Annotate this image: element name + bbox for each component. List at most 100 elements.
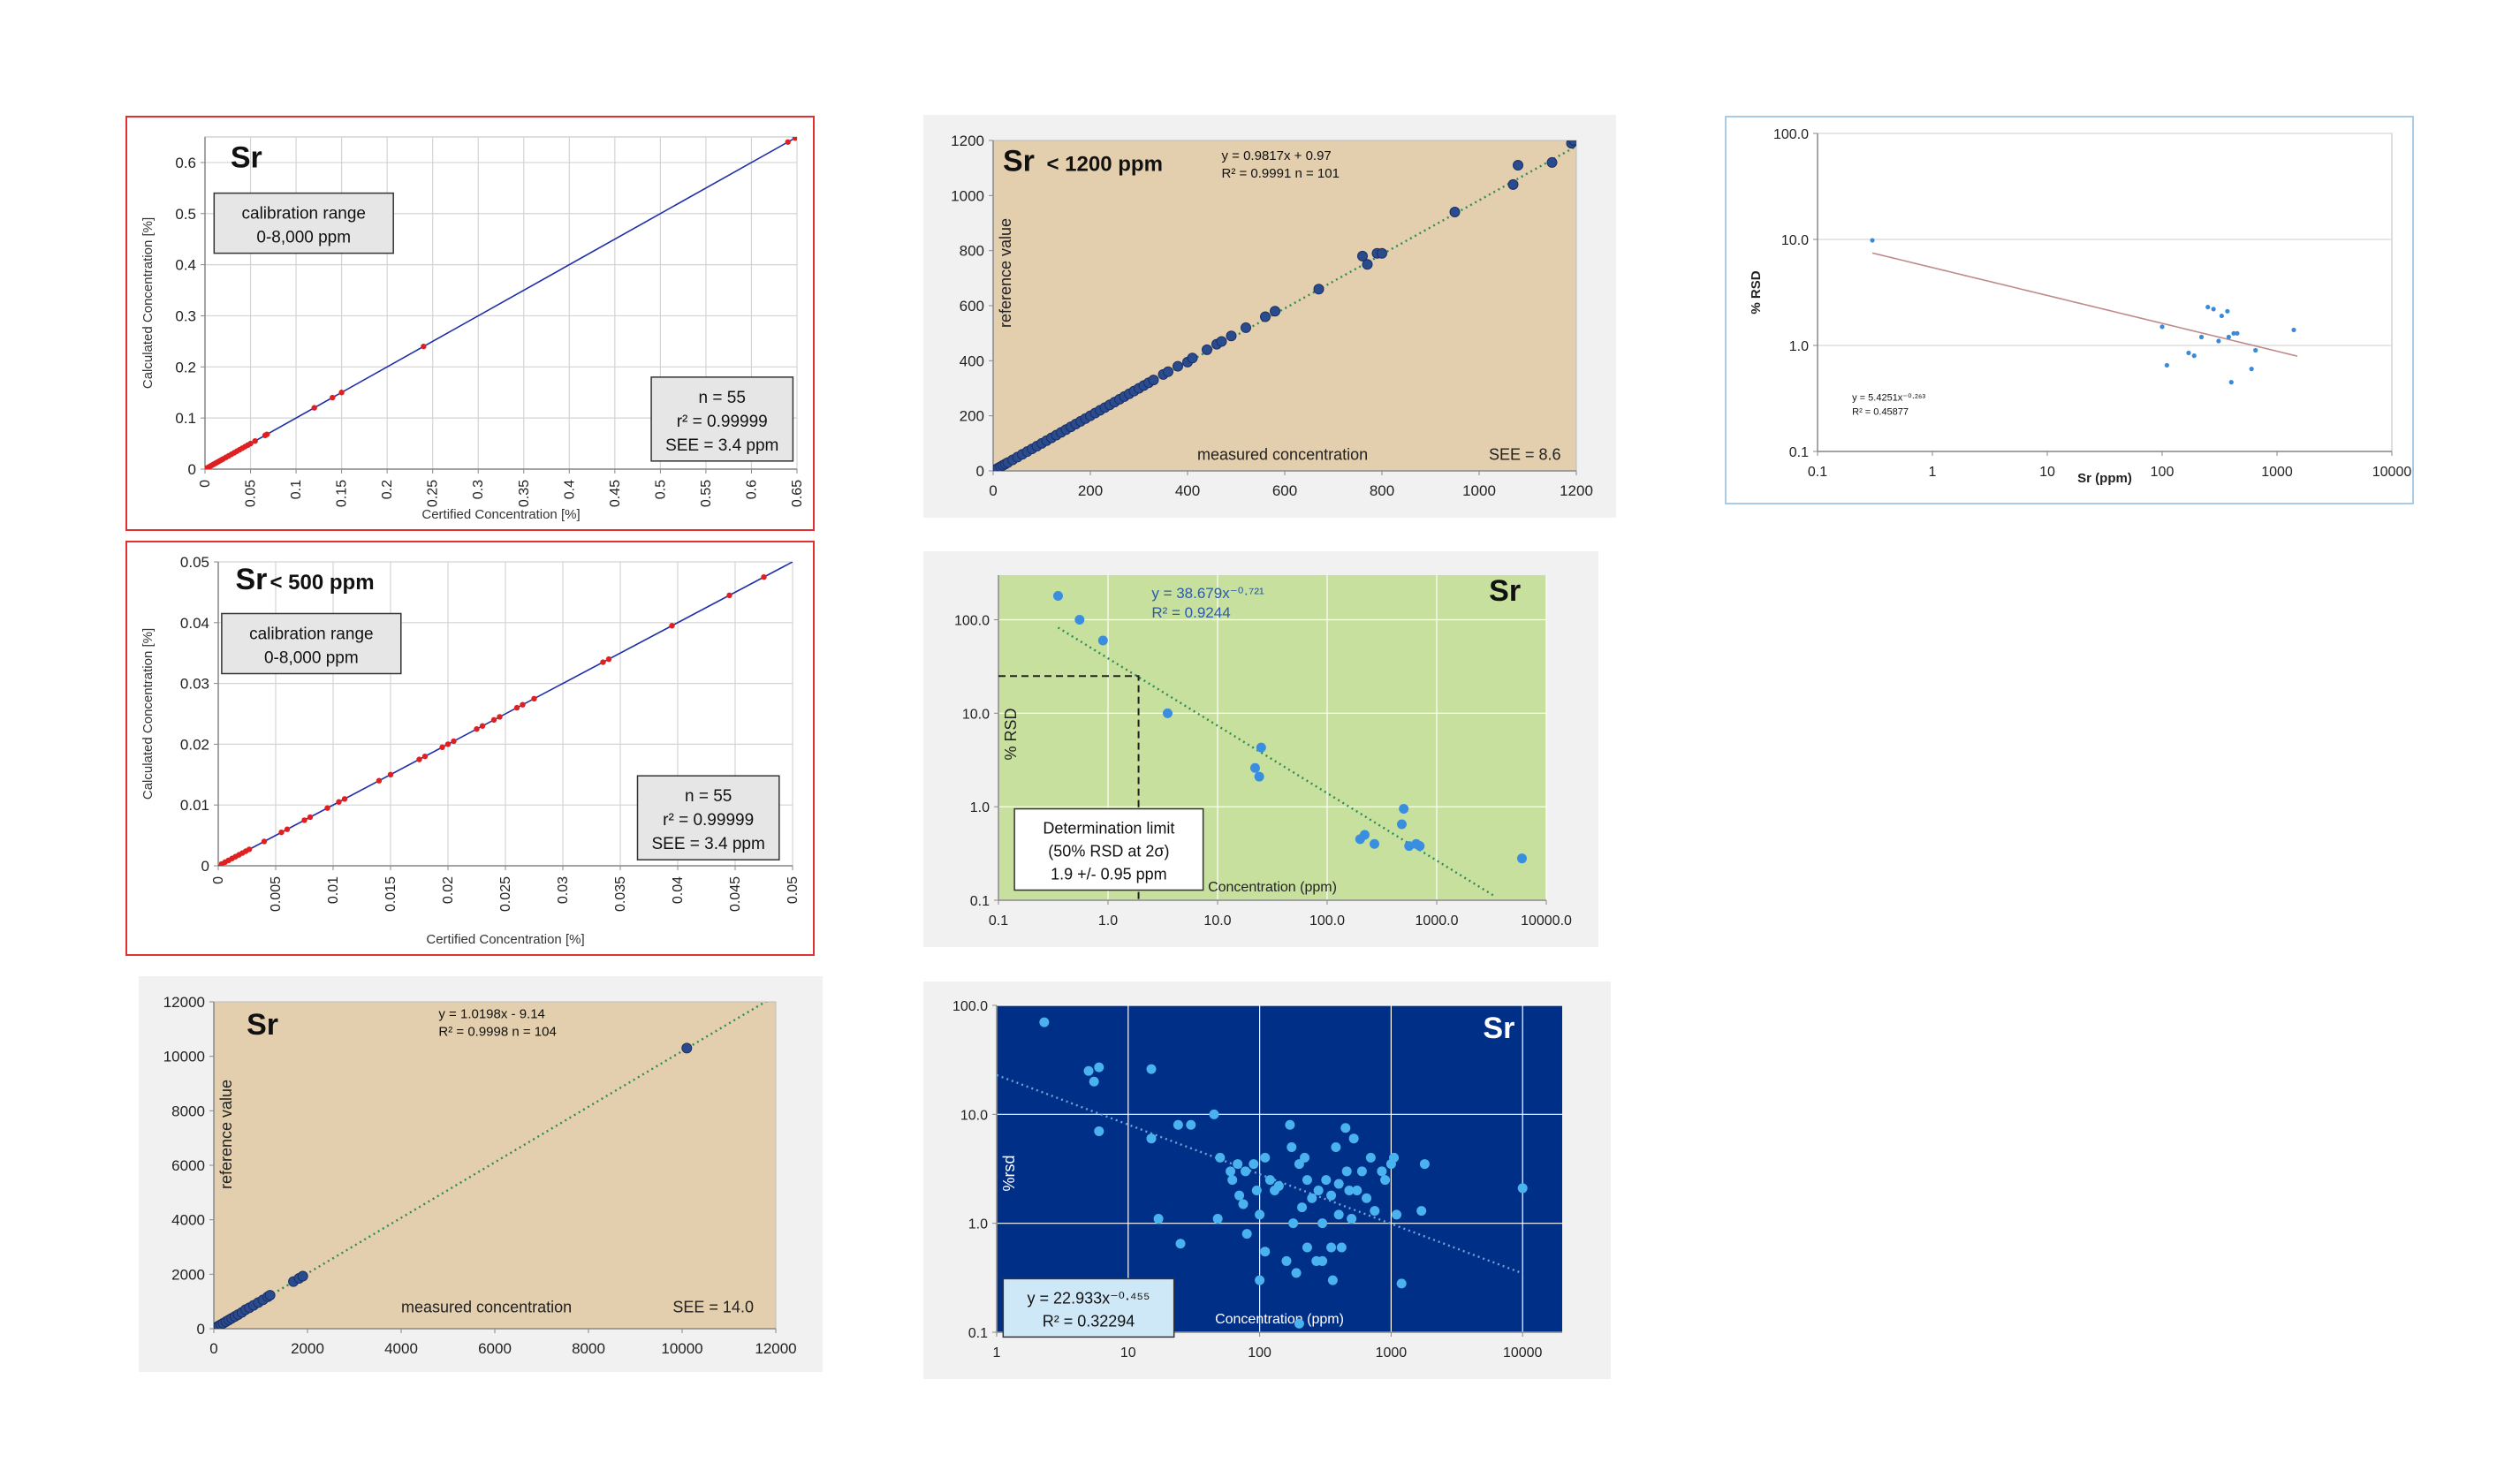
y-tick-label: 12000 bbox=[163, 994, 205, 1011]
x-tick-label: 8000 bbox=[572, 1340, 605, 1357]
annotation-text: 0-8,000 ppm bbox=[264, 648, 359, 667]
annotation-box bbox=[636, 775, 780, 860]
data-point bbox=[1365, 1152, 1376, 1163]
data-point bbox=[1148, 375, 1159, 386]
data-point bbox=[1333, 1209, 1344, 1220]
x-tick-label: 0.005 bbox=[269, 876, 284, 912]
data-point bbox=[1260, 1247, 1271, 1257]
data-point bbox=[1507, 178, 1519, 190]
x-tick-label: 400 bbox=[1175, 482, 1200, 499]
annotation-box bbox=[213, 192, 394, 254]
plot-area bbox=[997, 1005, 1562, 1332]
data-point bbox=[341, 796, 348, 802]
data-point bbox=[1313, 1186, 1324, 1196]
annotation-text: 1.9 +/- 0.95 ppm bbox=[1051, 866, 1167, 883]
regression-equation: y = 1.0198x - 9.14 bbox=[438, 1007, 545, 1022]
data-point bbox=[1300, 1152, 1310, 1163]
y-tick-label: 0.02 bbox=[180, 736, 209, 753]
data-point bbox=[1173, 360, 1183, 372]
regression-equation: y = 5.4251x⁻⁰·²⁶³ bbox=[1852, 393, 1925, 404]
data-point bbox=[1254, 771, 1264, 782]
data-point bbox=[297, 1270, 308, 1282]
y-axis-label: %rsd bbox=[1000, 1155, 1018, 1191]
regression-equation: R² = 0.9244 bbox=[1151, 604, 1230, 621]
annotation-text: R² = 0.32294 bbox=[1043, 1312, 1135, 1330]
x-tick-label: 0.045 bbox=[728, 876, 743, 912]
data-point bbox=[338, 390, 345, 396]
data-point bbox=[261, 838, 268, 845]
trendline bbox=[1057, 626, 1494, 897]
data-point bbox=[2164, 362, 2169, 368]
data-point bbox=[451, 738, 457, 745]
data-point bbox=[520, 701, 526, 708]
x-tick-label: 4000 bbox=[384, 1340, 418, 1357]
data-point bbox=[1094, 1062, 1104, 1073]
x-tick-label: 1000.0 bbox=[1416, 913, 1459, 929]
regression-equation: R² = 0.9998 n = 104 bbox=[438, 1025, 556, 1040]
y-tick-label: 0.5 bbox=[175, 206, 196, 223]
data-point bbox=[324, 805, 330, 811]
chart-panel-sr-rsd-green: 0.1 1.0 10.0 100.0 1000.0 10000.0 0.1 1.0 10.0 10… bbox=[922, 550, 1599, 948]
chart-title-sr: Sr bbox=[231, 141, 262, 175]
y-tick-label: 0.03 bbox=[180, 676, 209, 693]
regression-equation: y = 0.9817x + 0.97 bbox=[1222, 148, 1332, 163]
data-point bbox=[1359, 830, 1370, 840]
data-point bbox=[1249, 1159, 1259, 1170]
data-point bbox=[1399, 804, 1409, 815]
data-point bbox=[1256, 742, 1266, 753]
data-point bbox=[479, 723, 486, 729]
chart-title-sr: Sr bbox=[1483, 1012, 1514, 1045]
data-point bbox=[605, 656, 612, 663]
data-point bbox=[513, 704, 520, 711]
data-point bbox=[1241, 1166, 1251, 1177]
data-point bbox=[1377, 1166, 1387, 1177]
chart-svg-sr-rsd-blue: 1 10 100 1000 10000 0.1 1.0 10.0 100.0 %rsd Concen… bbox=[923, 982, 1611, 1379]
data-point bbox=[1517, 1183, 1528, 1194]
data-point bbox=[444, 741, 452, 747]
x-tick-label: 1000 bbox=[1462, 482, 1496, 499]
trendline bbox=[1871, 252, 2298, 357]
data-point bbox=[1344, 1186, 1355, 1196]
data-point bbox=[1327, 1275, 1338, 1285]
data-point bbox=[247, 440, 254, 447]
y-tick-label: 1.0 bbox=[970, 800, 990, 815]
data-layer bbox=[218, 562, 793, 866]
data-layer bbox=[214, 1002, 768, 1329]
y-axis-label: Calculated Concentration [%] bbox=[140, 217, 156, 389]
x-tick-label: 0.45 bbox=[608, 480, 623, 507]
data-point bbox=[1321, 1175, 1332, 1186]
chart-panel-sr-rsd-blue: 1 10 100 1000 10000 0.1 1.0 10.0 100.0 %rsd Concen… bbox=[922, 981, 1612, 1380]
x-tick-label: 0.5 bbox=[653, 480, 668, 499]
data-point bbox=[301, 817, 307, 823]
y-tick-label: 10.0 bbox=[960, 1108, 988, 1123]
data-point bbox=[307, 814, 314, 821]
x-tick-label: 1000 bbox=[2261, 465, 2293, 480]
data-point bbox=[1094, 1126, 1104, 1136]
data-point bbox=[1317, 1255, 1328, 1266]
data-point bbox=[416, 756, 422, 762]
data-point bbox=[1212, 1214, 1223, 1224]
data-point bbox=[1097, 635, 1108, 646]
x-tick-label: 10000 bbox=[661, 1340, 702, 1357]
annotation-text: calibration range bbox=[242, 205, 366, 224]
x-tick-label: 10000.0 bbox=[1521, 913, 1572, 929]
data-point bbox=[421, 753, 429, 760]
data-point bbox=[1146, 1064, 1157, 1074]
data-point bbox=[284, 826, 291, 832]
x-tick-label: 10000 bbox=[2372, 465, 2412, 480]
x-tick-label: 1 bbox=[1929, 465, 1937, 480]
x-tick-label: 0.03 bbox=[556, 876, 571, 904]
data-point bbox=[1226, 1166, 1236, 1177]
data-point bbox=[531, 695, 537, 701]
y-tick-label: 0.1 bbox=[175, 410, 196, 427]
data-point bbox=[1416, 1206, 1427, 1217]
data-point bbox=[792, 137, 797, 141]
x-tick-label: 0.01 bbox=[326, 876, 341, 904]
y-tick-label: 0.6 bbox=[175, 155, 196, 171]
data-point bbox=[1870, 238, 1875, 243]
data-point bbox=[2205, 304, 2211, 310]
x-tick-label: 0.6 bbox=[744, 480, 759, 499]
y-tick-label: 10.0 bbox=[1781, 233, 1809, 248]
data-point bbox=[1089, 1076, 1099, 1087]
data-point bbox=[1362, 259, 1373, 270]
